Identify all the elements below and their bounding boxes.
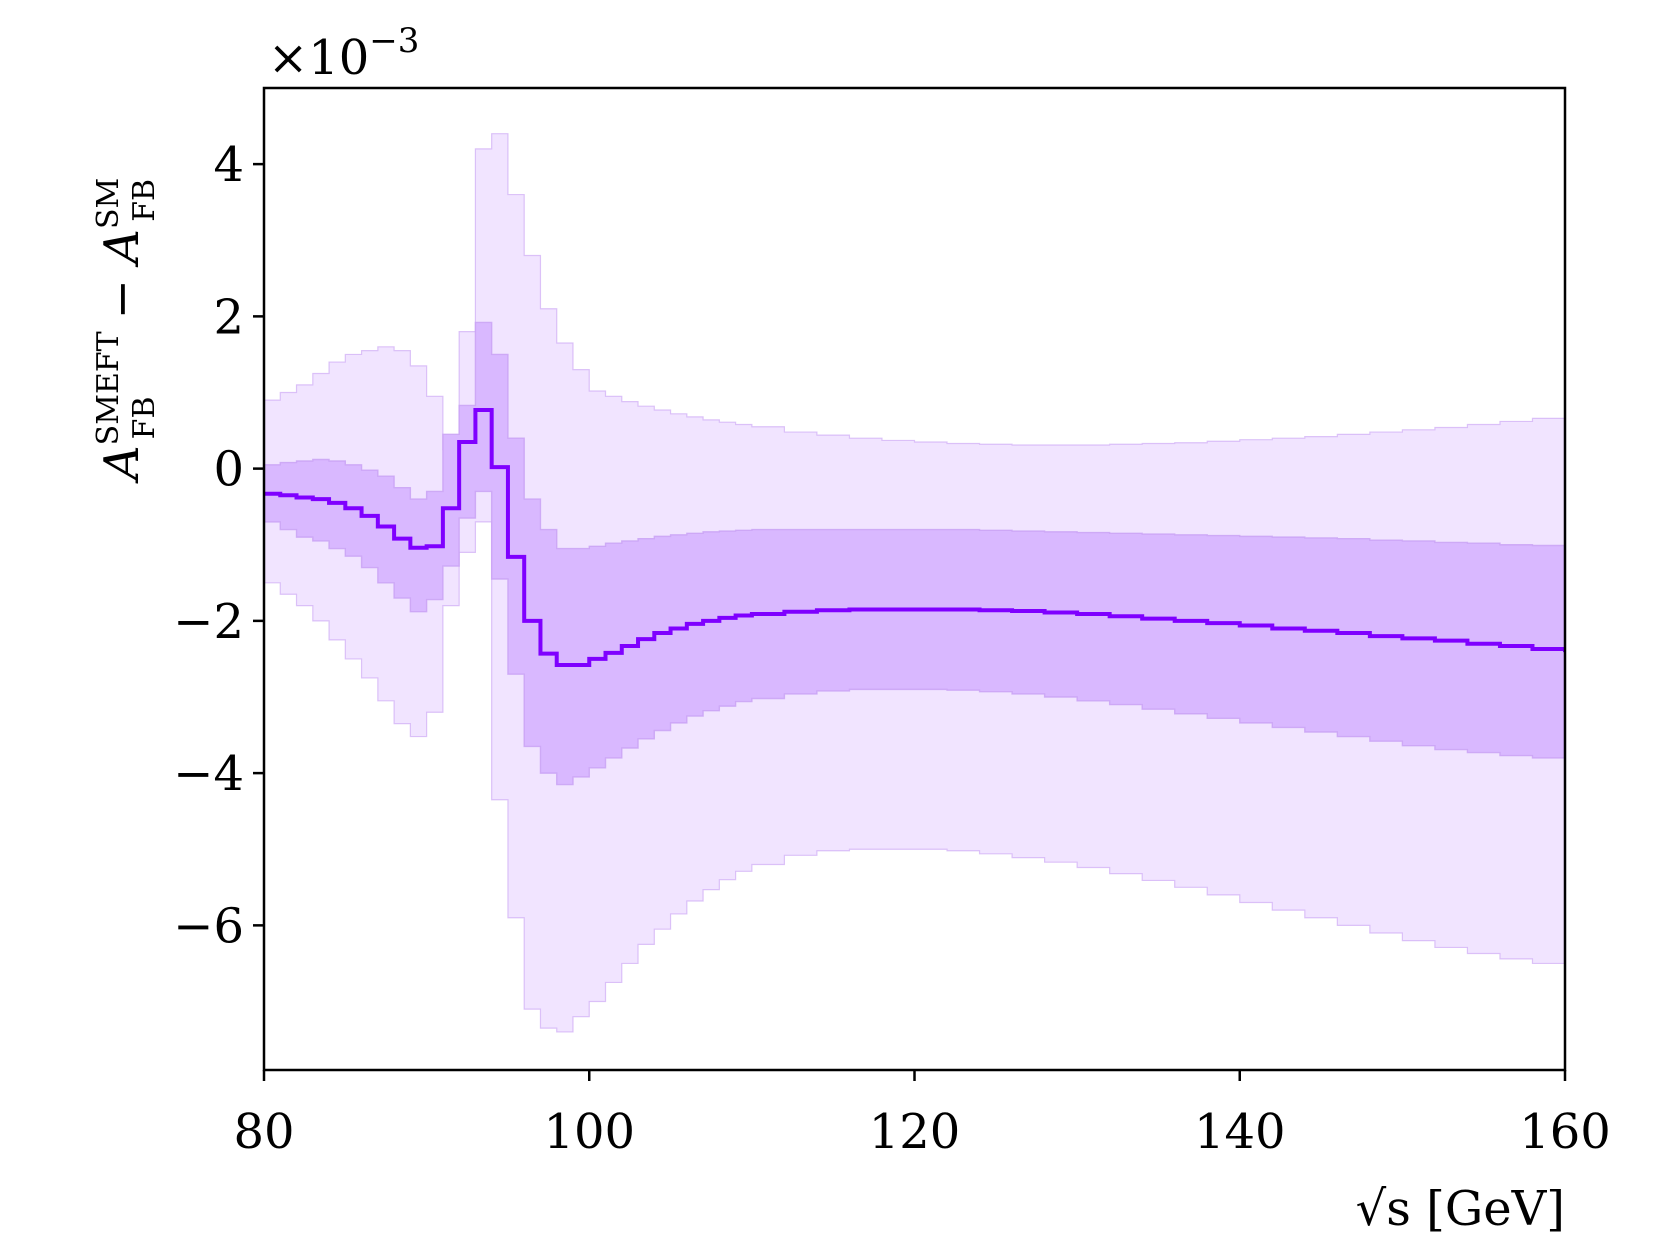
- y-tick-label: −6: [173, 898, 244, 954]
- y-tick-label: 2: [213, 289, 244, 345]
- y-tick-label: −2: [173, 594, 244, 650]
- y-axis-label-part: SMEFT: [91, 331, 126, 445]
- y-axis-label: ASMEFTFB − ASMFB: [91, 178, 162, 484]
- y-tick-label: −4: [173, 746, 244, 802]
- x-tick-label: 120: [869, 1104, 961, 1160]
- inner-band-upper-edge: [264, 321, 1565, 550]
- y-axis-label-part: A: [94, 445, 150, 484]
- y-multiplier-exponent: −3: [369, 21, 419, 61]
- outer-band-lower-edge: [264, 521, 1565, 1033]
- central-line: [264, 408, 1565, 668]
- axis-labels: ×10−3√s [GeV]ASMEFTFB − ASMFB: [91, 21, 1565, 1237]
- outer-band-upper-edge: [264, 133, 1565, 451]
- y-multiplier-label: ×10−3: [268, 21, 419, 86]
- y-axis-label-part: A: [94, 229, 150, 268]
- y-tick-label: 4: [213, 137, 244, 193]
- x-axis-label: √s [GeV]: [1356, 1181, 1565, 1237]
- y-axis-label-part: SM: [91, 178, 126, 229]
- plot-clip-group: [264, 133, 1565, 1033]
- x-tick-label: 100: [543, 1104, 635, 1160]
- axes: 80 100 120 140 160 −6 −4 −2 0 2 4: [173, 86, 1611, 1160]
- inner-band: [264, 322, 1565, 785]
- x-tick-label: 80: [233, 1104, 294, 1160]
- y-axis-label-part: FB: [127, 396, 162, 439]
- x-tick-label: 140: [1194, 1104, 1286, 1160]
- x-tick-label: 160: [1519, 1104, 1611, 1160]
- y-multiplier-base: ×10: [268, 30, 369, 86]
- y-axis-label-part: FB: [127, 179, 162, 222]
- y-tick-label: 0: [213, 442, 244, 498]
- plot-area: [264, 133, 1565, 1033]
- y-axis-label-part: −: [94, 264, 150, 335]
- inner-band-lower-edge: [264, 490, 1565, 786]
